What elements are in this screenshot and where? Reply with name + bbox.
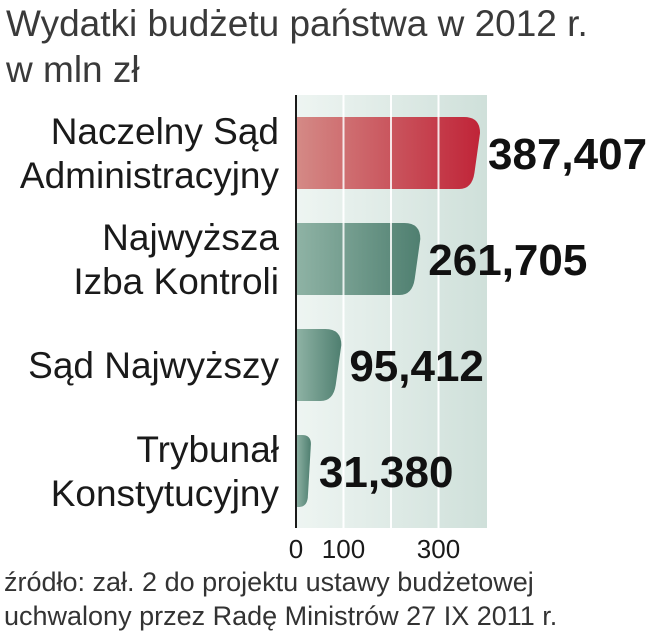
category-label: Sąd Najwyższy	[28, 345, 279, 386]
source-line-1: źródło: zał. 2 do projektu ustawy budżet…	[4, 567, 534, 597]
bar	[296, 223, 421, 295]
source-line-2: uchwalony przez Radę Ministrów 27 IX 201…	[4, 601, 558, 631]
category-label: Izba Kontroli	[73, 261, 279, 302]
x-tick-label: 300	[417, 534, 460, 560]
category-label: Trybunał	[136, 429, 279, 470]
data-label: 31,380	[319, 448, 454, 497]
source-note: źródło: zał. 2 do projektu ustawy budżet…	[4, 565, 557, 633]
category-label: Administracyjny	[20, 155, 280, 196]
data-label: 387,407	[488, 130, 646, 179]
category-label: Najwyższa	[102, 217, 279, 258]
data-label: 95,412	[349, 342, 484, 391]
chart-subtitle: w mln zł	[6, 49, 140, 90]
category-label: Konstytucyjny	[51, 473, 280, 514]
bar	[296, 329, 342, 401]
category-label: Naczelny Sąd	[51, 111, 279, 152]
x-tick-label: 100	[322, 534, 365, 560]
chart-title: Wydatki budżetu państwa w 2012 r.	[6, 3, 588, 44]
bar	[296, 435, 311, 507]
data-label: 261,705	[428, 236, 587, 285]
bar	[296, 117, 481, 189]
x-tick-label: 0	[289, 534, 303, 560]
